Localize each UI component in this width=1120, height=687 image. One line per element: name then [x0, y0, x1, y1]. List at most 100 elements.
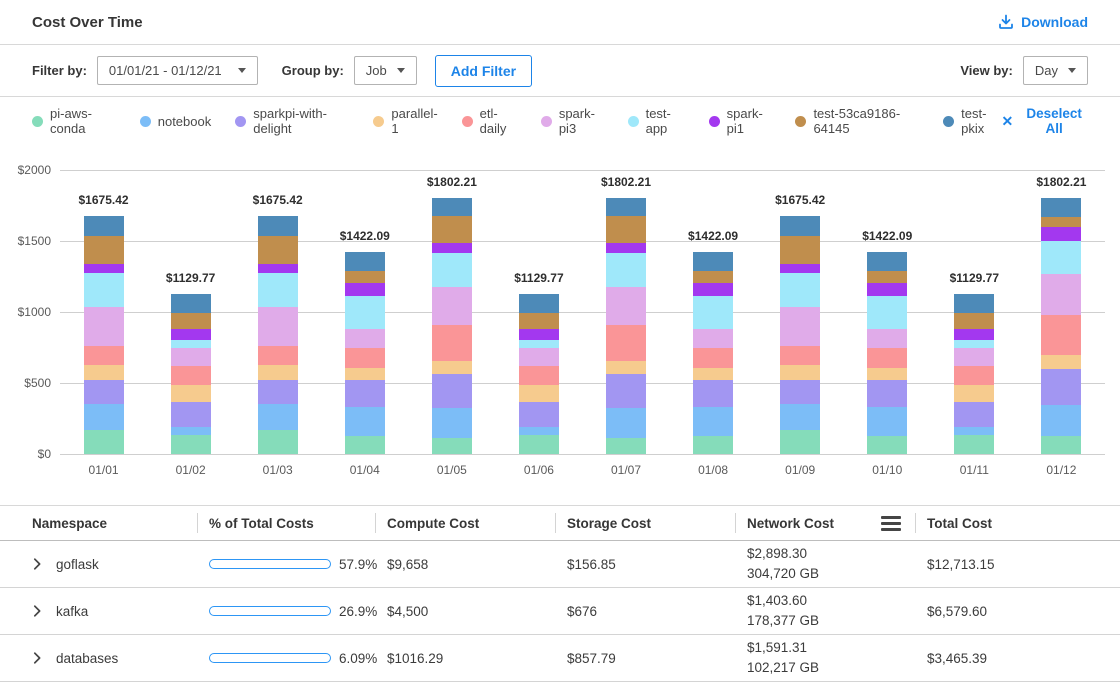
legend-item-etl-daily[interactable]: etl-daily	[461, 106, 517, 136]
menu-icon[interactable]	[881, 515, 901, 531]
bar-segment-sparkpi-with-delight[interactable]	[257, 379, 298, 404]
bar-segment-etl-daily[interactable]	[257, 346, 298, 365]
bar-segment-spark-pi3[interactable]	[518, 347, 559, 367]
bar-segment-spark-pi3[interactable]	[780, 307, 821, 347]
bar-segment-parallel-1[interactable]	[1041, 354, 1082, 369]
view-by-select[interactable]: Day	[1022, 56, 1088, 85]
bar-segment-test-app[interactable]	[257, 273, 298, 308]
bar-segment-test-53ca9186-64145[interactable]	[170, 313, 211, 329]
bar-segment-parallel-1[interactable]	[170, 385, 211, 403]
bar-segment-spark-pi1[interactable]	[344, 283, 385, 296]
legend-item-spark-pi3[interactable]: spark-pi3	[540, 106, 604, 136]
legend-item-test-app[interactable]: test-app	[627, 106, 685, 136]
bar-segment-etl-daily[interactable]	[170, 366, 211, 386]
bar-segment-etl-daily[interactable]	[867, 348, 908, 368]
chevron-right-icon[interactable]	[30, 557, 44, 571]
bar-segment-pi-aws-conda[interactable]	[170, 434, 211, 454]
column-header-storage[interactable]: Storage Cost	[555, 506, 735, 540]
bar-segment-spark-pi3[interactable]	[1041, 273, 1082, 315]
bar-segment-sparkpi-with-delight[interactable]	[954, 402, 995, 428]
bar-segment-test-app[interactable]	[1041, 241, 1082, 274]
bar-segment-spark-pi1[interactable]	[780, 263, 821, 274]
bar-segment-etl-daily[interactable]	[693, 348, 734, 368]
bar-segment-sparkpi-with-delight[interactable]	[431, 374, 472, 408]
bar-segment-test-app[interactable]	[606, 253, 646, 287]
bar-segment-pi-aws-conda[interactable]	[780, 429, 821, 454]
bar-segment-test-app[interactable]	[693, 295, 734, 330]
bar-segment-etl-daily[interactable]	[1041, 314, 1082, 355]
namespace-cell[interactable]: goflask	[0, 557, 197, 572]
stacked-bar-01/03[interactable]	[257, 215, 298, 454]
bar-segment-test-pkix[interactable]	[780, 215, 821, 237]
bar-segment-notebook[interactable]	[1041, 405, 1082, 436]
bar-segment-spark-pi3[interactable]	[431, 286, 472, 325]
namespace-cell[interactable]: databases	[0, 651, 197, 666]
column-header-network[interactable]: Network Cost	[735, 506, 915, 540]
bar-segment-test-53ca9186-64145[interactable]	[518, 313, 559, 329]
bar-segment-sparkpi-with-delight[interactable]	[344, 379, 385, 408]
legend-item-parallel-1[interactable]: parallel-1	[373, 106, 438, 136]
bar-segment-test-53ca9186-64145[interactable]	[344, 271, 385, 284]
column-header-total[interactable]: Total Cost	[915, 506, 1120, 540]
bar-segment-test-pkix[interactable]	[83, 215, 124, 237]
bar-segment-parallel-1[interactable]	[780, 364, 821, 380]
bar-segment-sparkpi-with-delight[interactable]	[518, 402, 559, 428]
bar-segment-parallel-1[interactable]	[867, 367, 908, 380]
stacked-bar-01/08[interactable]	[693, 252, 734, 454]
bar-segment-parallel-1[interactable]	[954, 385, 995, 403]
bar-segment-test-pkix[interactable]	[1041, 198, 1082, 218]
chevron-right-icon[interactable]	[30, 604, 44, 618]
legend-item-pi-aws-conda[interactable]: pi-aws-conda	[32, 106, 116, 136]
chevron-right-icon[interactable]	[30, 651, 44, 665]
bar-segment-test-app[interactable]	[867, 295, 908, 330]
bar-segment-test-53ca9186-64145[interactable]	[606, 215, 646, 243]
add-filter-button[interactable]: Add Filter	[434, 54, 533, 87]
bar-segment-test-pkix[interactable]	[867, 252, 908, 272]
bar-segment-sparkpi-with-delight[interactable]	[693, 379, 734, 408]
bar-segment-parallel-1[interactable]	[606, 361, 646, 375]
bar-segment-spark-pi1[interactable]	[606, 242, 646, 254]
bar-segment-test-pkix[interactable]	[431, 198, 472, 216]
bar-segment-notebook[interactable]	[83, 403, 124, 430]
bar-segment-test-app[interactable]	[83, 273, 124, 308]
bar-segment-pi-aws-conda[interactable]	[867, 436, 908, 454]
bar-segment-spark-pi1[interactable]	[867, 283, 908, 296]
bar-segment-test-pkix[interactable]	[518, 293, 559, 314]
stacked-bar-01/04[interactable]	[344, 252, 385, 454]
bar-segment-test-53ca9186-64145[interactable]	[693, 271, 734, 284]
bar-segment-spark-pi3[interactable]	[954, 347, 995, 367]
bar-segment-parallel-1[interactable]	[518, 385, 559, 403]
bar-segment-test-pkix[interactable]	[954, 293, 995, 314]
bar-segment-spark-pi1[interactable]	[693, 283, 734, 296]
bar-segment-pi-aws-conda[interactable]	[518, 434, 559, 454]
bar-segment-test-pkix[interactable]	[257, 215, 298, 237]
bar-segment-sparkpi-with-delight[interactable]	[83, 379, 124, 404]
legend-item-notebook[interactable]: notebook	[139, 114, 211, 129]
bar-segment-pi-aws-conda[interactable]	[431, 437, 472, 454]
bar-segment-test-53ca9186-64145[interactable]	[780, 236, 821, 264]
bar-segment-etl-daily[interactable]	[780, 346, 821, 365]
bar-segment-pi-aws-conda[interactable]	[1041, 436, 1082, 454]
bar-segment-spark-pi1[interactable]	[518, 328, 559, 340]
bar-segment-test-app[interactable]	[344, 295, 385, 330]
bar-segment-test-53ca9186-64145[interactable]	[1041, 217, 1082, 228]
bar-segment-test-pkix[interactable]	[693, 252, 734, 272]
bar-segment-test-app[interactable]	[431, 253, 472, 287]
bar-segment-etl-daily[interactable]	[954, 366, 995, 386]
bar-segment-test-pkix[interactable]	[344, 252, 385, 272]
bar-segment-test-53ca9186-64145[interactable]	[954, 313, 995, 329]
deselect-all-button[interactable]: ✕ Deselect All	[1002, 106, 1089, 136]
bar-segment-parallel-1[interactable]	[431, 361, 472, 375]
bar-segment-spark-pi1[interactable]	[431, 242, 472, 254]
stacked-bar-01/05[interactable]	[431, 198, 472, 454]
bar-segment-spark-pi1[interactable]	[1041, 227, 1082, 242]
bar-segment-pi-aws-conda[interactable]	[693, 436, 734, 454]
legend-item-spark-pi1[interactable]: spark-pi1	[708, 106, 772, 136]
bar-segment-test-app[interactable]	[954, 339, 995, 348]
legend-item-sparkpi-with-delight[interactable]: sparkpi-with-delight	[235, 106, 349, 136]
bar-segment-test-app[interactable]	[780, 273, 821, 308]
bar-segment-test-53ca9186-64145[interactable]	[257, 236, 298, 264]
bar-segment-etl-daily[interactable]	[83, 346, 124, 365]
stacked-bar-01/09[interactable]	[780, 215, 821, 454]
bar-segment-spark-pi3[interactable]	[170, 347, 211, 367]
